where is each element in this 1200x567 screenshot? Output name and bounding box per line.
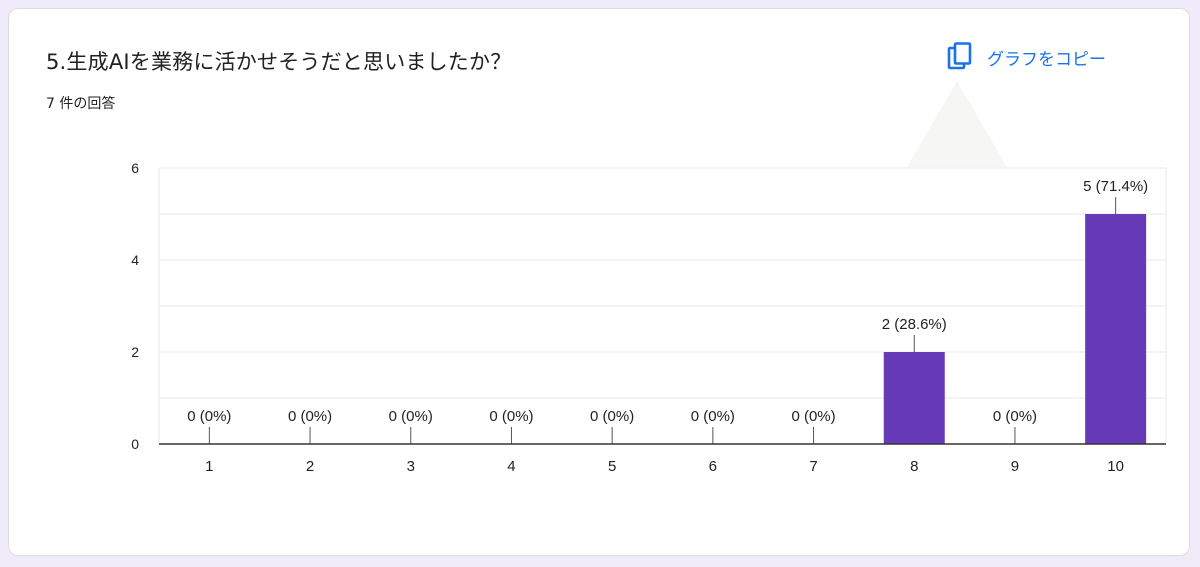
bar-chart: 0 2 4 6 0 (0%) 1 0 (0%) 2 0 (0%) 3 0 (0%) 4 0 (0%) 5 0… bbox=[131, 160, 1167, 475]
chart-card: 5.生成AIを業務に活かせそうだと思いましたか？ 7 件の回答 グラフをコピー … bbox=[8, 8, 1190, 556]
question-title: 5.生成AIを業務に活かせそうだと思いましたか？ bbox=[46, 50, 512, 74]
data-label: 2 (28.6%) bbox=[882, 316, 947, 333]
response-count: 7 件の回答 bbox=[46, 96, 116, 112]
x-tick-label: 10 bbox=[1107, 458, 1124, 475]
tooltip-pointer bbox=[907, 81, 1007, 167]
data-label: 0 (0%) bbox=[288, 408, 332, 425]
copy-chart-button[interactable]: グラフをコピー bbox=[947, 37, 1106, 77]
y-tick-label: 2 bbox=[131, 344, 139, 360]
x-tick-label: 9 bbox=[1011, 458, 1019, 475]
data-label: 0 (0%) bbox=[389, 408, 433, 425]
x-tick-label: 2 bbox=[306, 458, 314, 475]
x-tick-label: 4 bbox=[507, 458, 515, 475]
data-label: 0 (0%) bbox=[993, 408, 1037, 425]
y-tick-label: 0 bbox=[131, 436, 139, 452]
data-label: 5 (71.4%) bbox=[1083, 178, 1148, 195]
x-tick-label: 7 bbox=[809, 458, 817, 475]
x-tick-label: 5 bbox=[608, 458, 616, 475]
copy-chart-label: グラフをコピー bbox=[987, 49, 1106, 70]
data-label: 0 (0%) bbox=[187, 408, 231, 425]
bar bbox=[883, 352, 945, 444]
data-label: 0 (0%) bbox=[691, 408, 735, 425]
x-tick-label: 1 bbox=[205, 458, 213, 475]
y-tick-label: 4 bbox=[131, 252, 139, 268]
x-tick-label: 8 bbox=[910, 458, 918, 475]
data-label: 0 (0%) bbox=[489, 408, 533, 425]
data-label: 0 (0%) bbox=[590, 408, 634, 425]
data-label: 0 (0%) bbox=[791, 408, 835, 425]
x-tick-label: 3 bbox=[407, 458, 415, 475]
copy-icon bbox=[947, 42, 972, 70]
x-tick-label: 6 bbox=[709, 458, 717, 475]
y-tick-label: 6 bbox=[131, 160, 139, 176]
bar bbox=[1085, 214, 1147, 444]
